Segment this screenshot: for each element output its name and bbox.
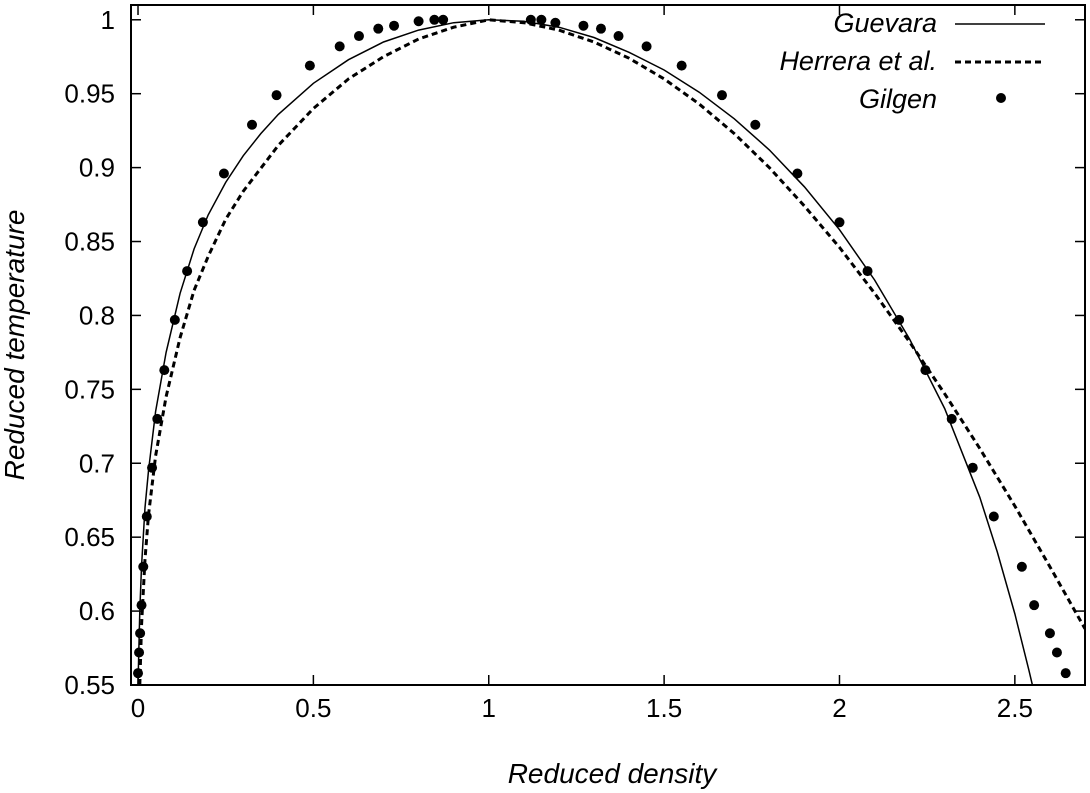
legend-label-gilgen: Gilgen	[859, 84, 937, 114]
point-gilgen	[197, 217, 208, 228]
point-gilgen	[894, 314, 905, 325]
y-tick-label: 0.75	[64, 374, 115, 404]
point-gilgen	[1051, 647, 1062, 658]
point-gilgen	[595, 23, 606, 34]
point-gilgen	[988, 511, 999, 522]
y-tick-label: 0.55	[64, 670, 115, 700]
legend-label-herrera: Herrera et al.	[779, 46, 937, 76]
point-gilgen	[550, 17, 561, 28]
x-tick-label: 0.5	[295, 693, 331, 723]
y-tick-label: 0.8	[79, 300, 115, 330]
x-tick-label: 0	[131, 693, 145, 723]
point-gilgen	[578, 20, 589, 31]
x-tick-label: 1	[482, 693, 496, 723]
legend-label-guevara: Guevara	[833, 8, 937, 38]
point-gilgen	[138, 561, 149, 572]
y-tick-label: 0.85	[64, 227, 115, 257]
point-gilgen	[304, 60, 315, 71]
x-tick-label: 1.5	[646, 693, 682, 723]
point-gilgen	[247, 119, 258, 130]
x-axis-ticks: 0 0.5 1 1.5 2 2.5	[131, 5, 1033, 723]
x-axis-label: Reduced density	[508, 758, 719, 789]
point-gilgen	[135, 628, 146, 639]
point-gilgen	[750, 119, 761, 130]
point-gilgen	[946, 413, 957, 424]
plot-area	[133, 14, 1085, 685]
y-tick-label: 0.6	[79, 596, 115, 626]
point-gilgen	[641, 41, 652, 52]
point-gilgen	[389, 20, 400, 31]
point-gilgen	[525, 14, 536, 25]
point-gilgen	[1016, 561, 1027, 572]
legend: Guevara Herrera et al. Gilgen	[779, 8, 1045, 114]
point-gilgen	[1060, 668, 1071, 679]
point-gilgen	[413, 16, 424, 27]
point-gilgen	[920, 365, 931, 376]
y-tick-label: 0.9	[79, 153, 115, 183]
point-gilgen	[271, 90, 282, 101]
point-gilgen	[613, 31, 624, 42]
x-tick-label: 2.5	[997, 693, 1033, 723]
y-tick-label: 0.65	[64, 522, 115, 552]
point-gilgen	[141, 511, 152, 522]
point-gilgen	[438, 14, 449, 25]
point-gilgen	[133, 668, 144, 679]
x-tick-label: 2	[832, 693, 846, 723]
point-gilgen	[373, 23, 384, 34]
y-axis-ticks: 0.55 0.6 0.65 0.7 0.75 0.8 0.85 0.9 0.95 1	[64, 5, 1085, 700]
point-gilgen	[834, 217, 845, 228]
y-tick-label: 0.7	[79, 448, 115, 478]
series-line-herrera-et-al	[138, 18, 1085, 685]
y-axis-label: Reduced temperature	[0, 210, 30, 481]
point-gilgen	[536, 14, 547, 25]
point-gilgen	[169, 314, 180, 325]
point-gilgen	[152, 413, 163, 424]
point-gilgen	[716, 90, 727, 101]
point-gilgen	[967, 462, 978, 473]
series-line-guevara	[137, 19, 1034, 685]
point-gilgen	[429, 14, 440, 25]
point-gilgen	[182, 266, 193, 277]
point-gilgen	[1029, 600, 1040, 611]
point-gilgen	[218, 168, 229, 179]
point-gilgen	[792, 168, 803, 179]
point-gilgen	[147, 462, 158, 473]
plot-frame	[130, 4, 1086, 686]
y-tick-label: 1	[101, 5, 115, 35]
point-gilgen	[159, 365, 170, 376]
point-gilgen	[353, 31, 364, 42]
point-gilgen	[1044, 628, 1055, 639]
point-gilgen	[334, 41, 345, 52]
point-gilgen	[136, 600, 147, 611]
point-gilgen	[862, 266, 873, 277]
y-tick-label: 0.95	[64, 79, 115, 109]
legend-swatch-gilgen	[996, 93, 1006, 103]
point-gilgen	[676, 60, 687, 71]
point-gilgen	[134, 647, 145, 658]
